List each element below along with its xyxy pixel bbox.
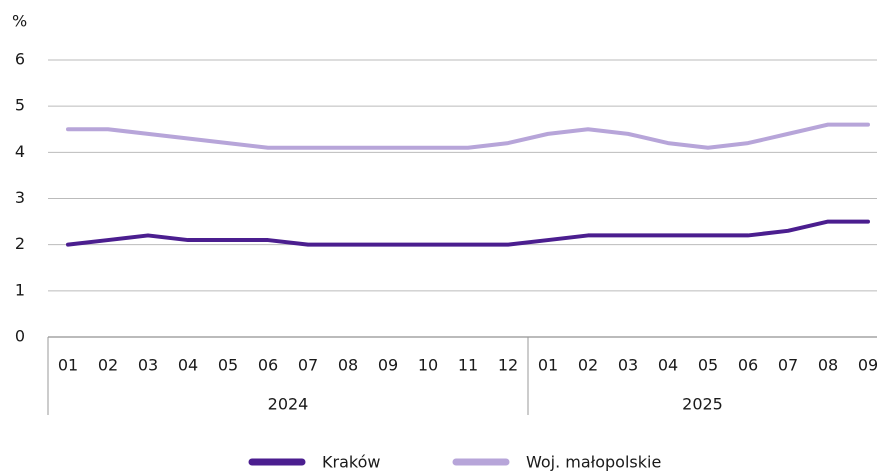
y-tick-label: 1 <box>15 280 25 299</box>
group-label: 2024 <box>268 395 309 414</box>
x-tick-label: 06 <box>738 356 758 375</box>
y-tick-label: 4 <box>15 142 25 161</box>
x-tick-label: 09 <box>378 356 398 375</box>
x-tick-label: 08 <box>818 356 838 375</box>
legend-label: Kraków <box>322 453 380 472</box>
y-tick-label: 2 <box>15 234 25 253</box>
x-tick-label: 10 <box>418 356 438 375</box>
x-tick-label: 01 <box>58 356 78 375</box>
x-tick-label: 11 <box>458 356 478 375</box>
y-tick-label: 5 <box>15 96 25 115</box>
x-tick-label: 05 <box>698 356 718 375</box>
x-tick-label: 05 <box>218 356 238 375</box>
x-tick-label: 03 <box>618 356 638 375</box>
x-tick-label: 12 <box>498 356 518 375</box>
x-tick-label: 07 <box>778 356 798 375</box>
x-tick-label: 09 <box>858 356 877 375</box>
y-tick-label: 3 <box>15 188 25 207</box>
x-tick-label: 08 <box>338 356 358 375</box>
y-axis-label: % <box>12 12 27 31</box>
x-tick-label: 02 <box>98 356 118 375</box>
legend-label: Woj. małopolskie <box>526 453 661 472</box>
x-tick-label: 03 <box>138 356 158 375</box>
x-tick-label: 06 <box>258 356 278 375</box>
x-tick-label: 01 <box>538 356 558 375</box>
series-line <box>66 219 870 247</box>
y-tick-label: 6 <box>15 50 25 69</box>
series-line <box>66 122 870 150</box>
x-tick-label: 04 <box>178 356 198 375</box>
x-tick-label: 07 <box>298 356 318 375</box>
y-tick-label: 0 <box>15 327 25 346</box>
x-tick-label: 04 <box>658 356 678 375</box>
x-tick-label: 02 <box>578 356 598 375</box>
group-label: 2025 <box>682 395 723 414</box>
